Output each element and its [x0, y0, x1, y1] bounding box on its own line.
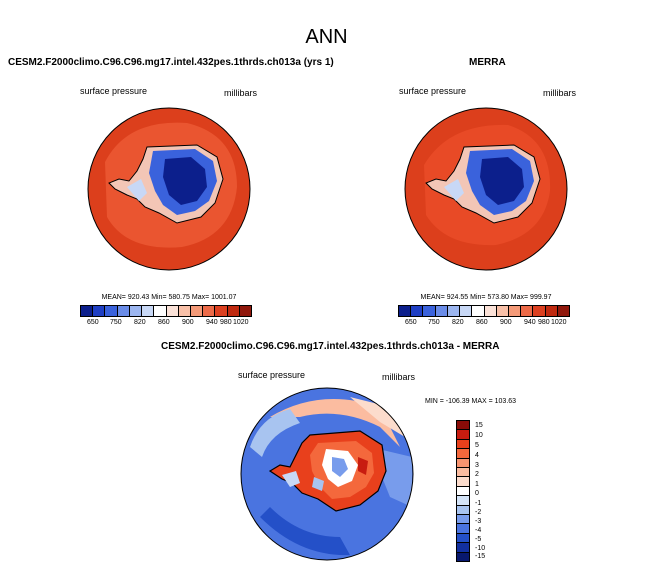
- colorbar-swatch: [557, 306, 570, 316]
- obs-colorbar: [398, 305, 570, 317]
- colorbar-swatch: [129, 306, 143, 316]
- colorbar-label: 5: [475, 442, 479, 449]
- diff-panel-title: CESM2.F2000climo.C96.C96.mg17.intel.432p…: [161, 341, 500, 352]
- diff-polar-map: [240, 387, 414, 561]
- colorbar-label: 860: [158, 319, 170, 326]
- colorbar-swatch: [399, 306, 412, 316]
- diff-colorbar: [456, 420, 470, 562]
- colorbar-swatch: [460, 306, 473, 316]
- colorbar-label: 1020: [551, 319, 567, 326]
- colorbar-swatch: [508, 306, 522, 316]
- colorbar-swatch: [457, 421, 469, 431]
- colorbar-label: 860: [476, 319, 488, 326]
- obs-left-label: surface pressure: [399, 86, 467, 96]
- colorbar-swatch: [105, 306, 118, 316]
- model-left-label: surface pressure: [80, 86, 148, 96]
- colorbar-label: 980: [538, 319, 550, 326]
- colorbar-swatch: [457, 430, 469, 440]
- colorbar-swatch: [411, 306, 424, 316]
- colorbar-swatch: [154, 306, 167, 316]
- colorbar-label: 820: [452, 319, 464, 326]
- colorbar-swatch: [203, 306, 216, 316]
- colorbar-label: 900: [182, 319, 194, 326]
- colorbar-label: 3: [475, 462, 479, 469]
- colorbar-swatch: [457, 524, 469, 534]
- colorbar-swatch: [423, 306, 436, 316]
- colorbar-label: 940: [524, 319, 536, 326]
- colorbar-swatch: [227, 306, 240, 316]
- colorbar-swatch: [142, 306, 155, 316]
- colorbar-label: -1: [475, 500, 482, 507]
- colorbar-swatch: [93, 306, 106, 316]
- colorbar-label: -2: [475, 509, 482, 516]
- colorbar-swatch: [166, 306, 179, 316]
- obs-panel-title: MERRA: [469, 57, 506, 68]
- obs-stats: MEAN= 924.55 Min= 573.80 Max= 999.97: [420, 294, 552, 301]
- colorbar-label: 10: [475, 432, 483, 439]
- colorbar-swatch: [457, 505, 469, 516]
- model-stats: MEAN= 920.43 Min= 580.75 Max= 1001.07: [101, 294, 237, 301]
- diff-left-label: surface pressure: [238, 370, 306, 380]
- colorbar-label: 750: [428, 319, 440, 326]
- colorbar-swatch: [457, 477, 469, 487]
- colorbar-label: 900: [500, 319, 512, 326]
- model-colorbar: [80, 305, 252, 317]
- colorbar-label: 940: [206, 319, 218, 326]
- colorbar-label: 2: [475, 471, 479, 478]
- colorbar-label: 4: [475, 452, 479, 459]
- colorbar-label: 750: [110, 319, 122, 326]
- colorbar-swatch: [457, 458, 469, 469]
- colorbar-label: 1020: [233, 319, 249, 326]
- colorbar-swatch: [447, 306, 461, 316]
- colorbar-swatch: [81, 306, 94, 316]
- colorbar-swatch: [457, 552, 469, 562]
- colorbar-swatch: [435, 306, 448, 316]
- colorbar-label: 820: [134, 319, 146, 326]
- colorbar-swatch: [457, 468, 469, 478]
- colorbar-swatch: [117, 306, 130, 316]
- colorbar-swatch: [545, 306, 558, 316]
- colorbar-label: -4: [475, 527, 482, 534]
- colorbar-swatch: [190, 306, 204, 316]
- colorbar-label: 650: [405, 319, 417, 326]
- colorbar-swatch: [496, 306, 509, 316]
- colorbar-label: -10: [475, 545, 486, 552]
- obs-right-label: millibars: [543, 88, 577, 98]
- diff-stats: MIN = -106.39 MAX = 103.63: [425, 398, 517, 405]
- colorbar-swatch: [457, 515, 469, 525]
- obs-polar-map: [404, 107, 568, 271]
- colorbar-swatch: [457, 439, 469, 450]
- colorbar-label: 15: [475, 422, 483, 429]
- model-right-label: millibars: [224, 88, 258, 98]
- colorbar-label: -5: [475, 536, 482, 543]
- colorbar-label: 0: [475, 490, 479, 497]
- colorbar-swatch: [457, 543, 469, 553]
- colorbar-label: -15: [475, 553, 486, 560]
- colorbar-swatch: [457, 496, 469, 506]
- model-panel-title: CESM2.F2000climo.C96.C96.mg17.intel.432p…: [8, 57, 334, 68]
- colorbar-swatch: [472, 306, 485, 316]
- model-polar-map: [87, 107, 251, 271]
- colorbar-label: -3: [475, 518, 482, 525]
- colorbar-label: 980: [220, 319, 232, 326]
- colorbar-swatch: [457, 486, 469, 497]
- colorbar-swatch: [521, 306, 534, 316]
- colorbar-label: 1: [475, 481, 479, 488]
- colorbar-swatch: [533, 306, 546, 316]
- figure-title: ANN: [305, 26, 348, 48]
- colorbar-swatch: [239, 306, 252, 316]
- colorbar-swatch: [484, 306, 497, 316]
- colorbar-swatch: [457, 533, 469, 544]
- diff-right-label: millibars: [382, 372, 416, 382]
- colorbar-label: 650: [87, 319, 99, 326]
- colorbar-swatch: [215, 306, 228, 316]
- colorbar-swatch: [178, 306, 191, 316]
- colorbar-swatch: [457, 449, 469, 459]
